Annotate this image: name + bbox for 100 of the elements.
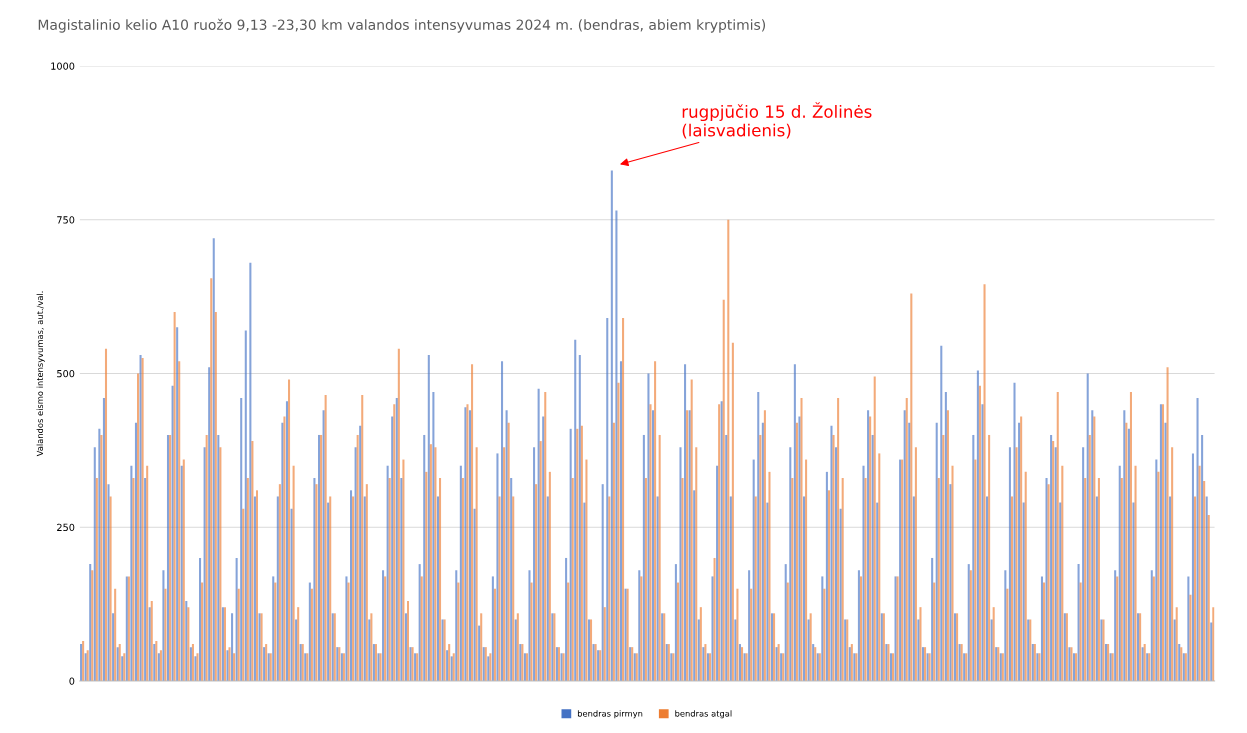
bar bbox=[539, 441, 542, 681]
bar bbox=[1018, 422, 1021, 681]
bar bbox=[107, 484, 110, 681]
bar bbox=[832, 434, 835, 681]
bar bbox=[910, 293, 913, 681]
bar bbox=[1006, 588, 1009, 681]
bar bbox=[1077, 564, 1080, 681]
bar bbox=[944, 391, 947, 681]
bar bbox=[278, 484, 281, 681]
bar bbox=[807, 619, 810, 681]
bar bbox=[878, 453, 881, 681]
bar bbox=[917, 619, 920, 681]
bar bbox=[281, 422, 284, 681]
bar bbox=[1097, 478, 1100, 681]
bar bbox=[978, 385, 981, 681]
bar bbox=[1004, 570, 1007, 681]
bar bbox=[674, 564, 677, 681]
bar bbox=[386, 465, 389, 681]
bar bbox=[789, 447, 792, 681]
bar bbox=[365, 484, 368, 681]
bar bbox=[1059, 502, 1062, 681]
bar bbox=[1040, 576, 1043, 681]
bar bbox=[173, 311, 176, 681]
bar bbox=[1155, 459, 1158, 681]
bar bbox=[656, 496, 659, 681]
bar bbox=[537, 388, 540, 681]
bar bbox=[800, 398, 803, 681]
bar bbox=[432, 391, 435, 681]
bar bbox=[480, 613, 483, 681]
bar bbox=[622, 318, 625, 681]
bar bbox=[505, 410, 508, 681]
bar bbox=[759, 434, 762, 681]
bar bbox=[155, 640, 158, 681]
bar bbox=[1047, 484, 1050, 681]
bar bbox=[544, 391, 547, 681]
bar bbox=[507, 422, 510, 681]
bar bbox=[603, 607, 606, 681]
bar bbox=[148, 607, 151, 681]
bar bbox=[471, 364, 474, 681]
bar bbox=[644, 478, 647, 681]
bar bbox=[679, 447, 682, 681]
bar bbox=[608, 496, 611, 681]
bar bbox=[983, 284, 986, 681]
bar bbox=[82, 640, 85, 681]
bar bbox=[754, 496, 757, 681]
bar bbox=[327, 502, 330, 681]
bar bbox=[457, 582, 460, 681]
bar bbox=[219, 447, 222, 681]
bar bbox=[967, 564, 970, 681]
bar bbox=[420, 576, 423, 681]
bar bbox=[1134, 465, 1137, 681]
bar bbox=[640, 576, 643, 681]
bar bbox=[784, 564, 787, 681]
bar bbox=[496, 453, 499, 681]
bar bbox=[1125, 422, 1128, 681]
bar bbox=[459, 465, 462, 681]
bar bbox=[512, 496, 515, 681]
bar bbox=[981, 404, 984, 681]
bar bbox=[1050, 434, 1053, 681]
bar bbox=[217, 434, 220, 681]
bar bbox=[867, 410, 870, 681]
bar bbox=[606, 318, 609, 681]
bar bbox=[1088, 434, 1091, 681]
bar bbox=[130, 465, 133, 681]
bar bbox=[805, 459, 808, 681]
bar bbox=[1022, 502, 1025, 681]
bar bbox=[976, 370, 979, 681]
bar bbox=[1008, 447, 1011, 681]
bar bbox=[199, 557, 202, 681]
bar bbox=[548, 471, 551, 681]
bar bbox=[356, 434, 359, 681]
bar bbox=[546, 496, 549, 681]
bar bbox=[315, 484, 318, 681]
bar bbox=[585, 459, 588, 681]
bar bbox=[1114, 570, 1117, 681]
bar bbox=[684, 364, 687, 681]
bar bbox=[439, 478, 442, 681]
bar bbox=[91, 570, 94, 681]
bar bbox=[423, 434, 426, 681]
bar bbox=[1212, 607, 1215, 681]
bar bbox=[350, 490, 353, 681]
bar bbox=[246, 478, 249, 681]
bar bbox=[368, 619, 371, 681]
bar bbox=[748, 570, 751, 681]
bar bbox=[146, 465, 149, 681]
bar bbox=[1127, 428, 1130, 681]
bar bbox=[750, 588, 753, 681]
bar bbox=[203, 447, 206, 681]
bar bbox=[1123, 410, 1126, 681]
bar bbox=[242, 508, 245, 681]
bar bbox=[601, 484, 604, 681]
bar bbox=[1169, 496, 1172, 681]
bar bbox=[1201, 434, 1204, 681]
bar bbox=[468, 410, 472, 681]
bar bbox=[864, 478, 867, 681]
bar bbox=[528, 570, 531, 681]
bar bbox=[1132, 502, 1135, 681]
bar bbox=[972, 434, 975, 681]
bar bbox=[827, 490, 830, 681]
bar bbox=[1164, 422, 1167, 681]
